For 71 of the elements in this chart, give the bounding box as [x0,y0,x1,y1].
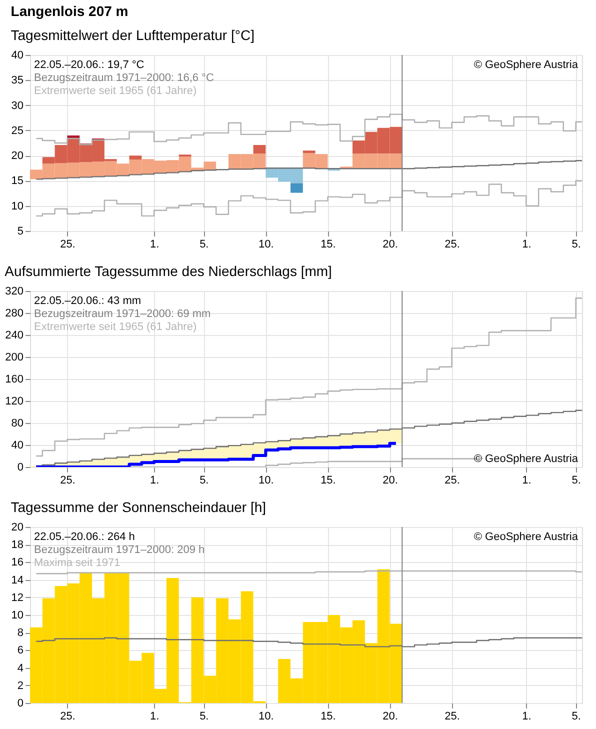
y-tick-label: 240 [5,330,24,342]
y-tick-label: 40 [11,50,24,62]
chart-title: Langenlois 207 m [10,3,128,19]
x-tick-label: 1. [522,710,532,722]
annotation: © GeoSphere Austria [474,531,579,543]
x-tick-label: 5. [200,710,209,722]
y-tick-label: 20 [11,150,24,162]
x-tick-label: 15. [320,474,336,486]
x-tick-label: 1. [150,474,160,486]
y-tick-label: 2 [17,680,24,692]
x-tick-label: 5. [572,238,581,250]
y-tick-label: 120 [5,396,24,408]
annotation: 22.05.–20.06.: 19,7 °C [34,59,144,71]
x-tick-label: 25. [60,474,76,486]
y-tick-label: 15 [11,175,24,188]
annotation: 22.05.–20.06.: 264 h [34,531,135,543]
y-tick-label: 30 [11,100,24,112]
x-tick-label: 5. [200,238,209,250]
annotation: © GeoSphere Austria [474,59,579,71]
x-tick-label: 5. [200,474,209,486]
x-tick-label: 25. [60,710,76,722]
y-tick-label: 200 [5,352,24,364]
x-tick-label: 5. [572,474,581,486]
y-tick-label: 5 [17,226,24,238]
y-tick-label: 10 [11,200,24,212]
y-tick-label: 16 [11,556,24,569]
annotation: © GeoSphere Austria [474,453,579,465]
x-tick-label: 20. [382,238,398,250]
y-tick-label: 20 [11,522,24,534]
annotation: Maxima seit 1971 [34,557,120,569]
x-tick-label: 20. [382,710,398,722]
x-tick-label: 1. [522,238,532,250]
x-tick-label: 10. [258,710,274,722]
y-tick-label: 320 [5,286,24,298]
y-tick-label: 18 [11,539,24,552]
annotation: Extremwerte seit 1965 (61 Jahre) [34,85,197,97]
annotation: 22.05.–20.06.: 43 mm [34,295,142,307]
x-tick-label: 20. [382,474,398,486]
x-tick-label: 1. [150,238,160,250]
y-tick-label: 8 [17,627,24,640]
y-tick-label: 25 [11,124,24,137]
x-tick-label: 25. [444,710,460,722]
y-tick-label: 0 [17,462,24,474]
annotation: Bezugszeitraum 1971–2000: 69 mm [34,308,211,320]
x-tick-label: 1. [150,710,160,722]
x-tick-label: 15. [320,710,336,722]
chart-subtitle: Tagesmittelwert der Lufttemperatur [°C] [10,27,254,43]
y-tick-label: 0 [17,698,24,710]
y-tick-label: 80 [11,418,24,430]
annotation: Extremwerte seit 1965 (61 Jahre) [34,321,197,333]
x-tick-label: 5. [572,710,581,722]
annotation: Bezugszeitraum 1971–2000: 209 h [34,544,205,556]
y-tick-label: 10 [11,610,24,622]
y-tick-label: 280 [5,308,24,320]
x-tick-label: 25. [444,474,460,486]
y-tick-label: 14 [11,574,24,586]
annotation: Bezugszeitraum 1971–2000: 16,6 °C [34,72,214,84]
y-tick-label: 35 [11,74,24,87]
x-tick-label: 25. [444,238,460,250]
y-tick-label: 160 [5,374,24,386]
chart-title: Tagessumme der Sonnenscheindauer [h] [10,499,266,515]
y-tick-label: 12 [11,592,24,604]
y-tick-label: 4 [17,662,24,674]
x-tick-label: 10. [258,238,274,250]
chart-title: Aufsummierte Tagessumme des Niederschlags [mm] [4,263,332,279]
y-tick-label: 6 [17,644,24,657]
x-tick-label: 1. [522,474,532,486]
x-tick-label: 25. [60,238,76,250]
x-tick-label: 10. [258,474,274,486]
y-tick-label: 40 [11,440,24,452]
x-tick-label: 15. [320,238,336,250]
